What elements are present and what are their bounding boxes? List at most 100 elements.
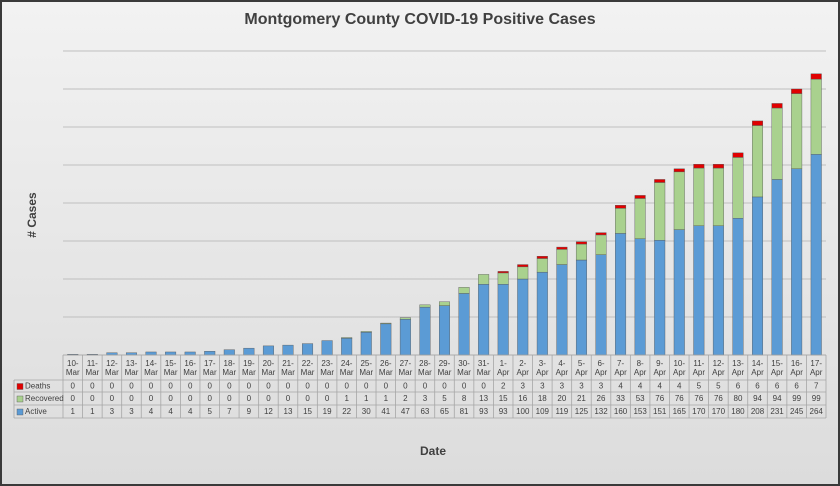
table-value: 0	[208, 394, 213, 403]
table-value: 99	[812, 394, 821, 403]
bar-segment	[341, 337, 353, 339]
table-value: 0	[384, 382, 389, 391]
bar-segment	[458, 293, 470, 356]
bar-segment	[654, 182, 666, 241]
legend-key	[16, 408, 24, 416]
table-value: 0	[188, 382, 193, 391]
table-value: 94	[753, 394, 762, 403]
bar-segment	[654, 179, 666, 183]
table-value: 2	[501, 382, 506, 391]
table-value: 245	[790, 407, 804, 416]
legend-key	[16, 395, 24, 403]
bar-segment	[380, 322, 392, 325]
table-value: 3	[579, 382, 584, 391]
bar-segment	[752, 125, 764, 198]
bar-segment	[223, 349, 235, 356]
bar-segment	[165, 351, 177, 356]
table-value: 16	[518, 394, 527, 403]
x-tick-label: 11-Apr	[692, 359, 706, 377]
x-tick-label: 26-Mar	[378, 359, 393, 377]
bar-segment	[478, 274, 490, 285]
bar-segment	[810, 154, 822, 356]
table-value: 65	[440, 407, 449, 416]
table-value: 3	[599, 382, 604, 391]
table-value: 93	[479, 407, 488, 416]
table-value: 18	[538, 394, 547, 403]
table-value: 0	[227, 394, 232, 403]
bar-segment	[243, 347, 255, 356]
bar-segment	[693, 225, 705, 356]
table-value: 4	[149, 407, 154, 416]
table-value: 0	[266, 382, 271, 391]
table-value: 22	[342, 407, 351, 416]
table-value: 0	[423, 382, 428, 391]
x-tick-label: 2-Apr	[516, 359, 529, 377]
bar-segment	[712, 225, 724, 356]
x-tick-label: 19-Mar	[241, 359, 256, 377]
bar-segment	[791, 93, 803, 169]
x-tick-label: 21-Mar	[281, 359, 295, 377]
x-tick-label: 14-Mar	[144, 359, 158, 377]
table-value: 7	[227, 407, 232, 416]
table-value: 13	[284, 407, 293, 416]
bar-segment	[595, 234, 607, 255]
table-value: 0	[325, 394, 330, 403]
x-tick-label: 10-Mar	[65, 359, 80, 377]
table-value: 33	[616, 394, 625, 403]
table-value: 3	[560, 382, 565, 391]
table-value: 0	[325, 382, 330, 391]
table-value: 0	[481, 382, 486, 391]
table-value: 4	[638, 382, 643, 391]
table-value: 153	[633, 407, 647, 416]
table-value: 47	[401, 407, 410, 416]
x-tick-label: 29-Mar	[437, 359, 452, 377]
table-value: 94	[773, 394, 782, 403]
table-value: 4	[657, 382, 662, 391]
x-tick-label: 22-Mar	[300, 359, 315, 377]
x-tick-label: 23-Mar	[320, 359, 334, 377]
x-tick-label: 12-Apr	[712, 359, 725, 377]
table-value: 180	[731, 407, 745, 416]
table-value: 0	[266, 394, 271, 403]
bar-segment	[302, 343, 314, 356]
bar-segment	[771, 179, 783, 356]
table-value: 41	[381, 407, 390, 416]
table-value: 132	[594, 407, 608, 416]
table-value: 119	[556, 407, 569, 416]
bar-segment	[536, 258, 548, 273]
x-tick-label: 7-Apr	[614, 359, 627, 377]
bar-segment	[732, 217, 744, 356]
bar-segment	[575, 243, 587, 261]
table-value: 0	[462, 382, 467, 391]
x-tick-label: 20-Mar	[261, 359, 276, 377]
table-value: 76	[694, 394, 703, 403]
table-value: 13	[479, 394, 488, 403]
x-tick-label: 25-Mar	[359, 359, 374, 377]
table-value: 81	[460, 407, 469, 416]
table-value: 151	[653, 407, 667, 416]
bar-segment	[732, 152, 744, 158]
x-tick-label: 13-Mar	[124, 359, 139, 377]
table-value: 208	[751, 407, 765, 416]
bar-segment	[419, 306, 431, 356]
bar-segment	[615, 205, 627, 209]
bar-segment	[712, 164, 724, 169]
x-tick-label: 6-Apr	[594, 359, 608, 377]
table-value: 160	[614, 407, 628, 416]
bar-segment	[634, 198, 646, 239]
table-value: 5	[208, 407, 213, 416]
bar-segment	[615, 233, 627, 356]
bar-segment	[595, 254, 607, 356]
bar-segment	[360, 331, 372, 333]
bar-segment	[810, 78, 822, 155]
table-value: 109	[536, 407, 550, 416]
x-tick-label: 14-Apr	[751, 359, 764, 377]
bar-segment	[380, 323, 392, 356]
table-value: 0	[90, 382, 95, 391]
table-value: 1	[384, 394, 389, 403]
bar-segment	[791, 88, 803, 94]
table-value: 0	[90, 394, 95, 403]
table-value: 20	[557, 394, 566, 403]
chart-title: Montgomery County COVID-19 Positive Case…	[244, 11, 595, 28]
